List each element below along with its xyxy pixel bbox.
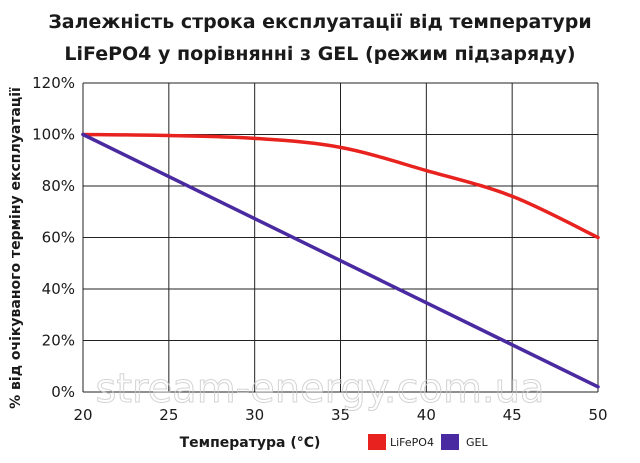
x-axis-label: Температура (°C) (180, 435, 321, 451)
legend-label-gel: GEL (466, 436, 488, 449)
watermark: stream-energy.com.ua (95, 366, 544, 412)
grid (82, 82, 599, 393)
x-tick-label: 30 (245, 406, 264, 424)
x-tick-label: 20 (73, 406, 92, 424)
series-line-gel (81, 132, 600, 389)
legend-swatch-gel (441, 434, 459, 450)
y-tick-label: 120% (32, 74, 75, 92)
x-tick-label: 45 (503, 406, 522, 424)
chart-title-line-2: LiFePO4 у порівнянні з GEL (режим підзар… (64, 43, 575, 65)
chart-title-line-1: Залежність строка експлуатації від темпе… (48, 11, 591, 33)
y-tick-label: 80% (42, 177, 75, 195)
series-lines (81, 132, 600, 389)
x-tick-label: 25 (159, 406, 178, 424)
legend: LiFePO4 GEL (368, 434, 488, 450)
y-tick-label: 0% (51, 383, 75, 401)
y-axis-label: % від очікуваного терміну експлуатації (8, 87, 24, 409)
x-tick-label: 40 (417, 406, 436, 424)
x-axis-ticks: 20 25 30 35 40 45 50 (73, 406, 607, 424)
y-axis-ticks: 0% 20% 40% 60% 80% 100% 120% (32, 74, 75, 401)
y-tick-label: 60% (42, 229, 75, 247)
x-tick-label: 50 (588, 406, 607, 424)
y-tick-label: 20% (42, 332, 75, 350)
x-tick-label: 35 (331, 406, 350, 424)
series-line-lifepo4 (81, 132, 600, 240)
y-tick-label: 40% (42, 280, 75, 298)
legend-swatch-lifepo4 (368, 434, 386, 450)
legend-label-lifepo4: LiFePO4 (390, 436, 434, 449)
y-tick-label: 100% (32, 126, 75, 144)
